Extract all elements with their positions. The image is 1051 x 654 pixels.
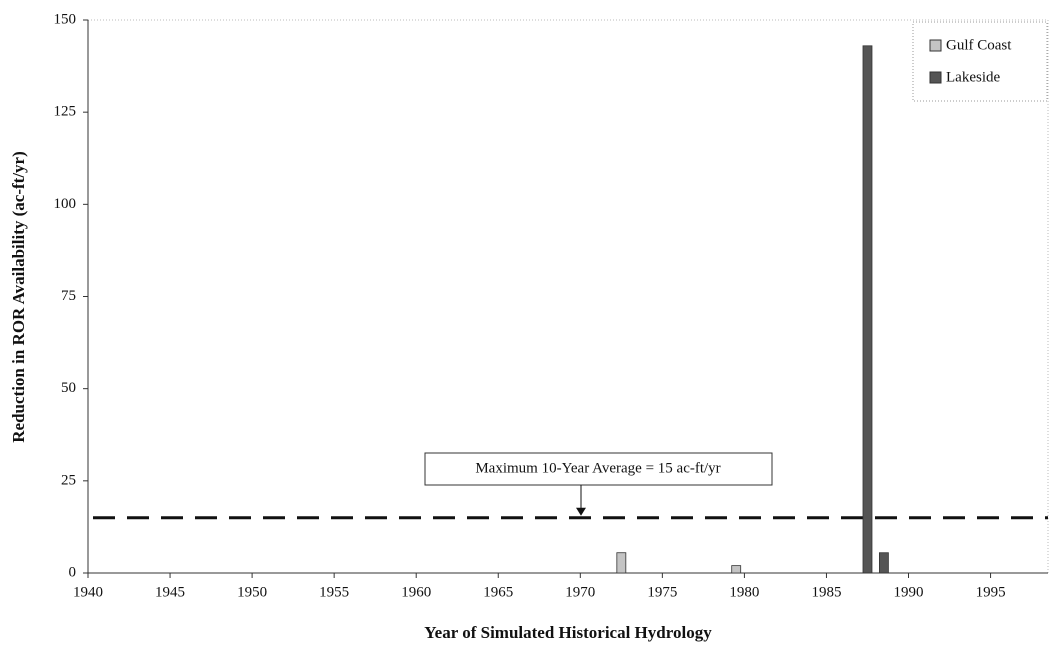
- y-tick-label: 25: [61, 472, 76, 488]
- annotation: Maximum 10-Year Average = 15 ac-ft/yr: [475, 460, 720, 476]
- bar: [616, 552, 627, 574]
- x-tick-label: 1975: [647, 584, 677, 600]
- legend-swatch: [929, 39, 942, 52]
- x-tick-label: 1990: [894, 584, 924, 600]
- x-tick-label: 1945: [155, 584, 185, 600]
- y-tick-label: 125: [54, 104, 77, 120]
- y-axis-title: Reduction in ROR Availability (ac-ft/yr): [9, 151, 28, 443]
- legend-label: Gulf Coast: [946, 37, 1012, 53]
- bar: [878, 552, 889, 574]
- x-tick-label: 1995: [976, 584, 1006, 600]
- bar: [862, 45, 873, 574]
- x-tick-label: 1955: [319, 584, 349, 600]
- bar: [731, 565, 742, 574]
- x-tick-label: 1965: [483, 584, 513, 600]
- x-axis-title: Year of Simulated Historical Hydrology: [424, 623, 712, 642]
- x-tick-label: 1970: [565, 584, 595, 600]
- y-tick-label: 150: [54, 11, 77, 27]
- plot-area: [87, 19, 1049, 574]
- x-tick-label: 1980: [729, 584, 759, 600]
- legend: [912, 21, 1048, 102]
- legend-swatch: [929, 71, 942, 84]
- y-tick-label: 100: [54, 196, 77, 212]
- annotation-arrowhead: [576, 507, 586, 516]
- annotation-box: [424, 452, 773, 486]
- x-tick-label: 1960: [401, 584, 431, 600]
- x-tick-label: 1950: [237, 584, 267, 600]
- y-tick-label: 50: [61, 380, 76, 396]
- y-tick-label: 0: [69, 564, 77, 580]
- legend-label: Lakeside: [946, 69, 1000, 85]
- y-tick-label: 75: [61, 288, 76, 304]
- x-tick-label: 1985: [811, 584, 841, 600]
- x-tick-label: 1940: [73, 584, 103, 600]
